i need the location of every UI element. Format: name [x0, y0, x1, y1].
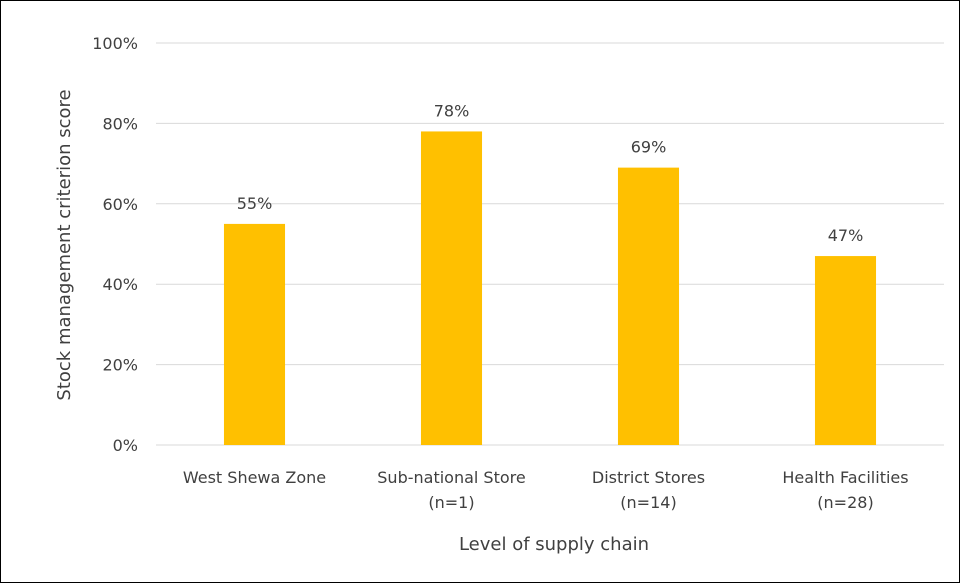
data-label: 78%	[434, 101, 470, 120]
y-tick-labels: 0% 20% 40% 60% 80% 100%	[92, 34, 138, 455]
category-label: West Shewa Zone	[183, 468, 326, 487]
category-label: (n=14)	[620, 493, 676, 512]
gridlines	[156, 42, 944, 446]
y-tick-label: 40%	[102, 275, 138, 294]
y-tick-label: 80%	[102, 114, 138, 133]
data-label: 55%	[237, 194, 273, 213]
bar	[420, 131, 483, 445]
category-label: District Stores	[592, 468, 705, 487]
y-axis-title: Stock management criterion score	[54, 89, 75, 400]
x-axis-title: Level of supply chain	[459, 534, 649, 555]
data-label: 69%	[631, 138, 667, 157]
bar	[223, 223, 286, 445]
bars	[223, 131, 877, 445]
category-labels: West Shewa Zone Sub-national Store (n=1) Di…	[183, 468, 909, 512]
y-tick-label: 60%	[102, 195, 138, 214]
category-label: Health Facilities	[782, 468, 908, 487]
category-label: (n=28)	[817, 493, 873, 512]
data-labels: 55% 78% 69% 47%	[237, 101, 864, 245]
y-tick-label: 100%	[92, 34, 138, 53]
y-tick-label: 0%	[113, 436, 138, 455]
category-label: (n=1)	[428, 493, 474, 512]
category-label: Sub-national Store	[377, 468, 525, 487]
bar	[814, 256, 877, 445]
data-label: 47%	[828, 226, 864, 245]
y-tick-label: 20%	[102, 356, 138, 375]
bar	[617, 167, 680, 445]
